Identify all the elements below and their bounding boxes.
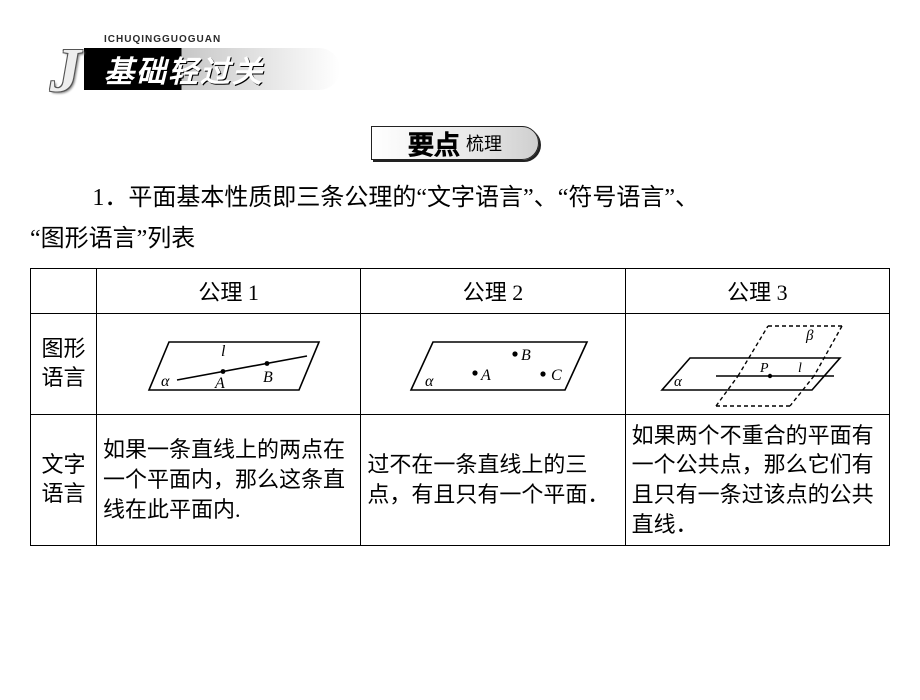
row-header-figure-label: 图形 语言 (41, 336, 85, 390)
page: ICHUQINGGUOGUAN J 基础轻过关 要点 梳理 1．平面基本性质即三… (0, 0, 920, 566)
point-a (472, 370, 477, 375)
point-a-label: A (480, 367, 491, 384)
section-banner: ICHUQINGGUOGUAN J 基础轻过关 (50, 40, 360, 100)
plane-beta-label: β (805, 328, 814, 344)
beta-edge (716, 376, 738, 406)
table-row: 公理 1 公理 2 公理 3 (31, 268, 890, 313)
line-label: l (221, 343, 226, 360)
table-row: 文字 语言 如果一条直线上的两点在一个平面内，那么这条直线在此平面内. 过不在一… (31, 414, 890, 546)
plane-label: α (425, 373, 434, 390)
point-p-label: P (759, 361, 769, 376)
figure-cell-1: l A B α (97, 313, 361, 414)
point-b (512, 351, 517, 356)
banner-title: 基础轻过关 (104, 47, 264, 91)
table-row: 图形 语言 l A B α (31, 313, 890, 414)
plane-icon (149, 342, 319, 390)
beta-edge (790, 376, 814, 406)
point-b (264, 361, 269, 366)
row-header-text: 文字 语言 (31, 414, 97, 546)
intro-text: 1．平面基本性质即三条公理的“文字语言”、“符号语言”、 “图形语言”列表 (30, 178, 890, 260)
point-a (220, 369, 225, 374)
banner-bar: 基础轻过关 (84, 48, 340, 90)
banner-pinyin: ICHUQINGGUOGUAN (104, 34, 221, 45)
row-header-text-label: 文字 语言 (41, 452, 85, 506)
col-header-1: 公理 1 (97, 268, 361, 313)
text-cell-1: 如果一条直线上的两点在一个平面内，那么这条直线在此平面内. (97, 414, 361, 546)
intro-line2: “图形语言”列表 (30, 219, 890, 260)
text-cell-2: 过不在一条直线上的三点，有且只有一个平面． (361, 414, 625, 546)
subheader: 要点 梳理 (365, 120, 555, 164)
figure-cell-3: P l α β (625, 313, 889, 414)
corner-cell (31, 268, 97, 313)
point-b-label: B (521, 347, 531, 364)
point-c (540, 371, 545, 376)
line-l-label: l (798, 361, 802, 376)
line-l (177, 356, 307, 380)
point-a-label: A (214, 375, 225, 392)
beta-edge (814, 326, 842, 376)
row-header-figure: 图形 语言 (31, 313, 97, 414)
point-c-label: C (551, 367, 562, 384)
axiom3-svg: P l α β (642, 318, 872, 410)
banner-initial: J (50, 40, 81, 102)
subheader-sub: 梳理 (466, 130, 502, 156)
plane-alpha-label: α (674, 374, 683, 390)
text-cell-3: 如果两个不重合的平面有一个公共点，那么它们有且只有一条过该点的公共直线． (625, 414, 889, 546)
subheader-main: 要点 (408, 125, 460, 162)
subheader-box: 要点 梳理 (371, 126, 539, 160)
axioms-table: 公理 1 公理 2 公理 3 图形 语言 l A B α (30, 268, 890, 547)
point-b-label: B (263, 369, 273, 386)
figure-cell-2: A B C α (361, 313, 625, 414)
col-header-2: 公理 2 (361, 268, 625, 313)
plane-alpha (662, 358, 840, 390)
axiom1-svg: l A B α (119, 322, 339, 406)
plane-label: α (161, 373, 170, 390)
axiom2-svg: A B C α (383, 322, 603, 406)
col-header-3: 公理 3 (625, 268, 889, 313)
subheader-wrap: 要点 梳理 (30, 120, 890, 164)
intro-line1: 1．平面基本性质即三条公理的“文字语言”、“符号语言”、 (30, 178, 890, 219)
